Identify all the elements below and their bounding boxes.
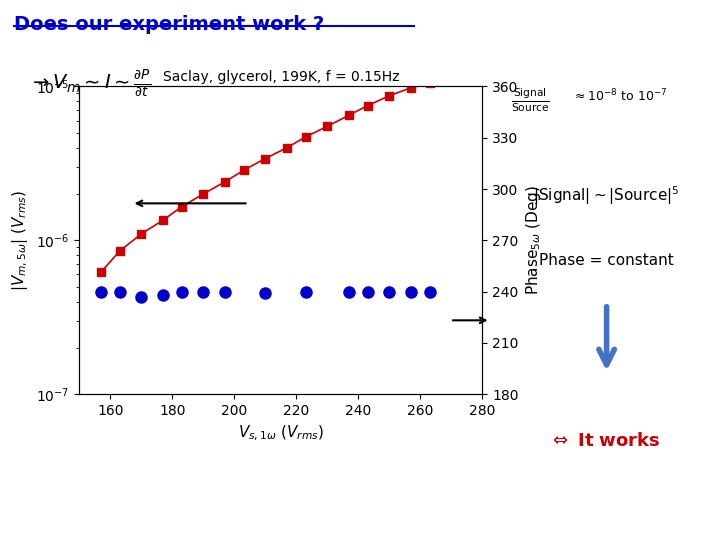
Text: $|\mathrm{Signal}|\sim|\mathrm{Source}|^5$: $|\mathrm{Signal}|\sim|\mathrm{Source}|^… xyxy=(534,184,680,207)
Text: $\approx 10^{-8}$ to $10^{-7}$: $\approx 10^{-8}$ to $10^{-7}$ xyxy=(572,88,667,104)
X-axis label: $V_{s,1\omega}$ ($V_{rms}$): $V_{s,1\omega}$ ($V_{rms}$) xyxy=(238,423,324,443)
Title: Saclay, glycerol, 199K, f = 0.15Hz: Saclay, glycerol, 199K, f = 0.15Hz xyxy=(163,70,399,84)
Text: $\rightarrow V_m \sim I \sim \frac{\partial P}{\partial t}$: $\rightarrow V_m \sim I \sim \frac{\part… xyxy=(29,69,150,99)
Y-axis label: $|V_{m,5\omega}|$ ($V_{rms}$): $|V_{m,5\omega}|$ ($V_{rms}$) xyxy=(11,190,30,291)
Text: Does our experiment work ?: Does our experiment work ? xyxy=(14,15,325,34)
Text: Phase = constant: Phase = constant xyxy=(539,253,674,268)
Text: $\frac{\mathrm{Signal}}{\mathrm{Source}}$: $\frac{\mathrm{Signal}}{\mathrm{Source}}… xyxy=(511,86,550,114)
Text: $\Leftrightarrow$ It works: $\Leftrightarrow$ It works xyxy=(549,433,660,450)
Y-axis label: Phase$_{5\omega}$ (Deg): Phase$_{5\omega}$ (Deg) xyxy=(524,185,543,295)
